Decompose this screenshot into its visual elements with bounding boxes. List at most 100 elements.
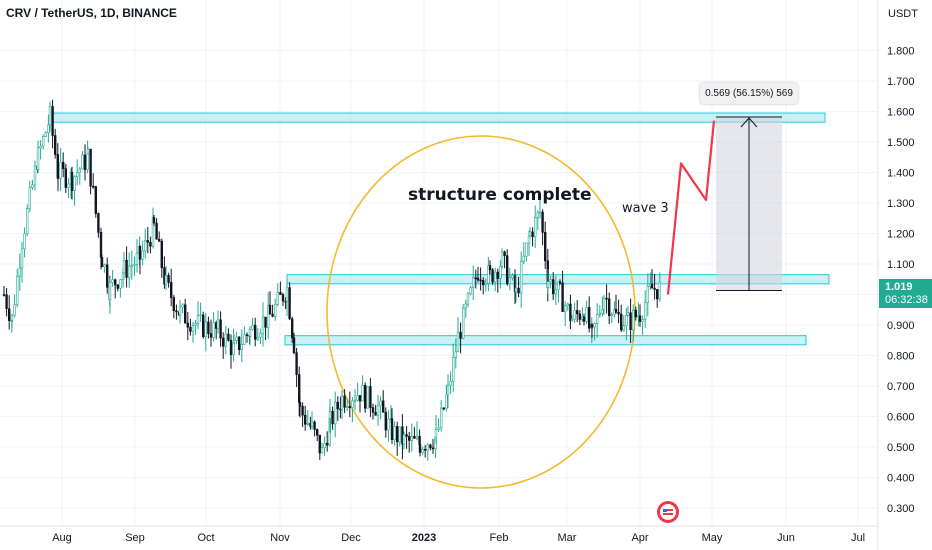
candle-body [10, 314, 14, 321]
flag-badge-icon[interactable] [656, 500, 680, 524]
candle-body [18, 267, 21, 277]
candle-body [625, 315, 628, 327]
last-price-value: 1.019 [885, 281, 913, 293]
candle-body [466, 293, 470, 305]
candle-body [570, 318, 574, 322]
candle-body [538, 211, 542, 214]
candle-body [53, 135, 57, 155]
candle-body [578, 313, 582, 320]
symbol-title[interactable]: CRV / TetherUS, 1D, BINANCE [6, 6, 177, 20]
candle-body [445, 394, 448, 409]
candle-body [519, 261, 523, 294]
time-axis[interactable]: Aug Sep Oct Nov Dec 2023 Feb Mar Apr May Jun Jul [0, 525, 878, 544]
candle-body [638, 315, 642, 322]
candle-body [108, 282, 112, 300]
candle-body [318, 434, 321, 454]
candle-body [81, 154, 84, 170]
candle-body [402, 434, 406, 445]
measure-tool [716, 116, 782, 292]
candle-body [76, 172, 79, 177]
candle-body [186, 322, 189, 328]
candle-body [59, 161, 62, 179]
candlestick-series [2, 99, 662, 461]
candle-body [587, 307, 591, 329]
candle-body [285, 287, 289, 302]
price-zone [284, 335, 807, 346]
price-axis[interactable]: 0.3000.4000.5000.6000.7000.8000.9001.000… [877, 0, 915, 550]
candle-body [363, 385, 367, 409]
candle-body [493, 271, 497, 283]
y-tick-label: 1.100 [887, 259, 915, 271]
candle-body [199, 314, 202, 317]
candle-body [219, 319, 222, 339]
candle-body [481, 280, 485, 286]
candle-body [602, 297, 606, 311]
candle-body [122, 259, 126, 274]
candle-body [184, 304, 187, 324]
candle-body [511, 275, 514, 279]
candle-body [135, 252, 139, 265]
candle-body [650, 283, 654, 289]
candle-body [224, 333, 227, 347]
candle-body [196, 315, 200, 324]
candle-body [358, 395, 362, 402]
candle-body [25, 208, 29, 235]
candle-body [39, 145, 42, 149]
y-tick-label: 0.300 [887, 503, 915, 515]
candle-body [508, 277, 511, 285]
candle-body [178, 306, 182, 316]
candle-body [175, 310, 178, 313]
candle-body [70, 172, 74, 191]
candle-body [514, 287, 518, 293]
candle-body [264, 316, 267, 328]
x-tick-label: Apr [631, 532, 648, 544]
candle-body [191, 325, 195, 332]
candle-body [245, 334, 249, 337]
candle-body [73, 176, 76, 191]
candle-body [273, 303, 277, 317]
candle-body [410, 435, 413, 441]
candle-body [281, 294, 285, 302]
candle-body [235, 336, 238, 341]
y-tick-label: 0.400 [887, 473, 915, 485]
candle-body [288, 287, 291, 320]
candle-body [28, 187, 31, 209]
candle-body [103, 264, 106, 268]
candle-body [641, 318, 644, 322]
candle-body [5, 294, 8, 309]
candle-body [44, 132, 48, 137]
candle-body [593, 323, 596, 328]
candle-body [353, 399, 357, 402]
candle-body [605, 297, 608, 300]
candle-body [20, 248, 24, 269]
candle-body [33, 165, 37, 186]
candle-body [390, 418, 394, 440]
candle-body [325, 442, 329, 446]
candle-body [89, 148, 92, 187]
wave-3-label: wave 3 [622, 201, 669, 216]
candle-body [259, 332, 262, 338]
candle-body [119, 279, 122, 289]
candle-body [536, 211, 540, 218]
candle-body [315, 429, 319, 436]
candle-body [356, 395, 359, 401]
candle-body [543, 232, 547, 262]
candle-body [503, 251, 506, 256]
candle-body [149, 241, 152, 247]
candle-body [387, 418, 390, 431]
x-tick-label: 2023 [412, 532, 436, 544]
candle-body [61, 161, 65, 170]
candle-body [533, 217, 537, 238]
last-price-tag: 1.019 06:32:38 [879, 279, 932, 308]
candle-body [298, 402, 302, 407]
candle-body [51, 106, 54, 136]
candle-body [517, 287, 520, 294]
candle-body [598, 312, 602, 315]
candle-body [437, 427, 440, 430]
candle-body [167, 275, 170, 283]
candle-body [189, 326, 192, 332]
x-tick-label: Sep [125, 532, 145, 544]
y-tick-label: 1.500 [887, 137, 915, 149]
candle-body [395, 426, 399, 443]
